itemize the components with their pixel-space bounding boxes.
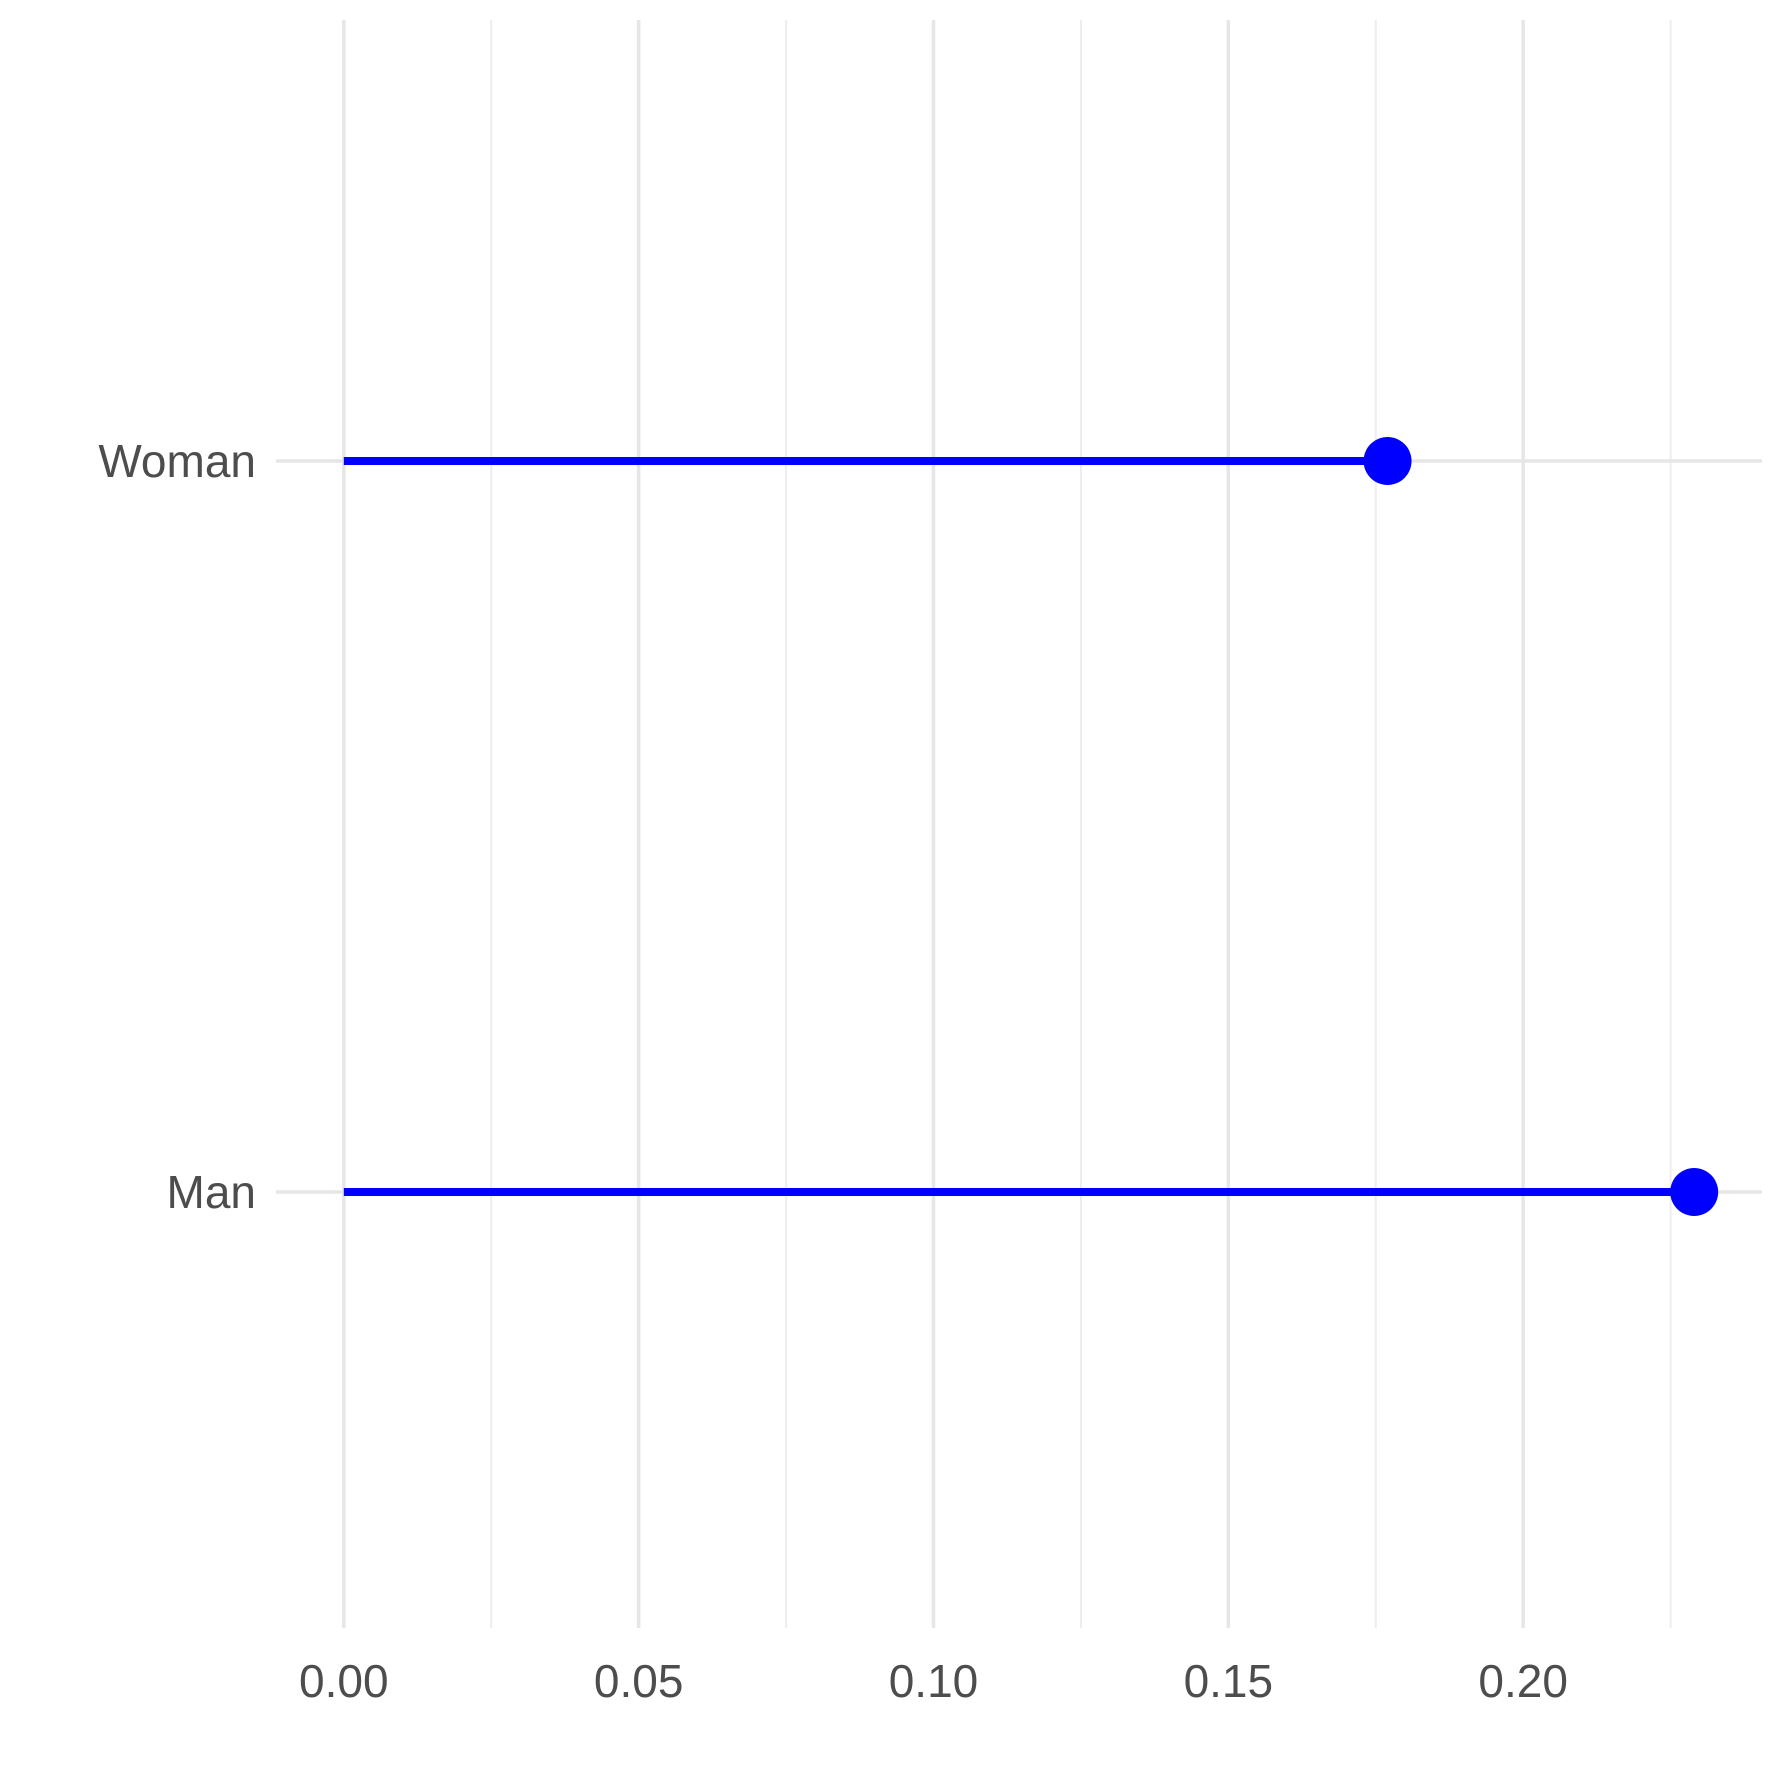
x-tick-label: 0.00 xyxy=(299,1655,389,1707)
lollipop-marks xyxy=(343,437,1719,1216)
x-tick-label: 0.10 xyxy=(889,1655,979,1707)
lollipop-point xyxy=(1670,1168,1719,1216)
y-tick-label: Man xyxy=(167,1166,256,1218)
y-tick-label: Woman xyxy=(98,435,256,487)
grid-lines xyxy=(276,20,1762,1628)
x-tick-label: 0.15 xyxy=(1184,1655,1274,1707)
lollipop-point xyxy=(1363,437,1412,485)
x-tick-label: 0.05 xyxy=(594,1655,684,1707)
x-tick-label: 0.20 xyxy=(1478,1655,1568,1707)
axis-tick-labels: 0.00 0.05 0.10 0.15 0.20 Man Woman xyxy=(98,435,1568,1707)
